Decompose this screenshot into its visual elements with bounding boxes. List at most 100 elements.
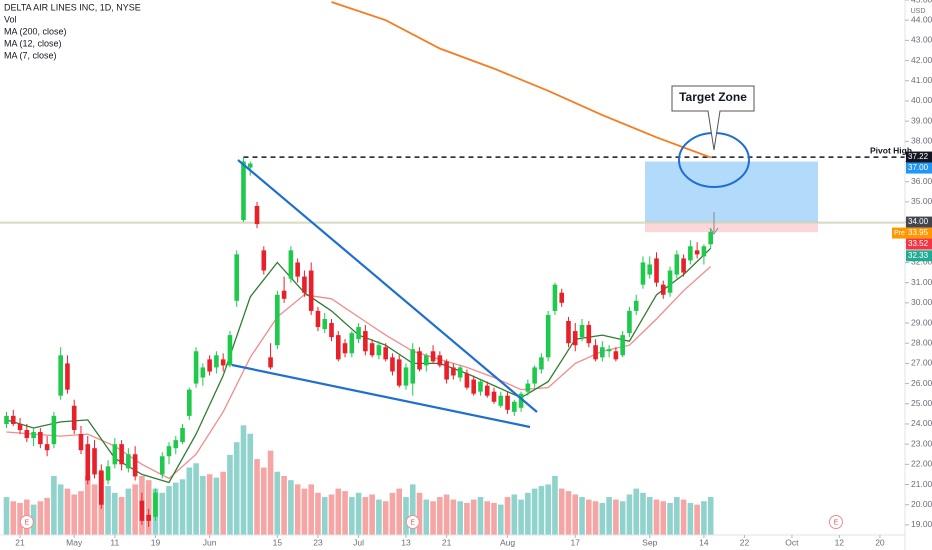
- callout-box: [671, 85, 755, 151]
- ma-line: [331, 1, 712, 159]
- y-tick-label: 23.00: [911, 438, 932, 448]
- y-tick-label: 39.00: [911, 115, 932, 125]
- price-label: 34.00: [908, 217, 929, 226]
- volume-bar: [3, 497, 10, 535]
- target-label: Target Zone: [679, 90, 747, 104]
- volume-bar: [416, 492, 423, 535]
- earnings-label: E: [24, 519, 29, 526]
- earnings-label: E: [410, 519, 415, 526]
- volume-bar: [450, 499, 457, 535]
- volume-bar: [355, 492, 362, 535]
- candle-body: [579, 325, 585, 338]
- volume-bar: [200, 475, 206, 535]
- volume-bar: [552, 475, 558, 535]
- volume-bar: [545, 484, 551, 535]
- candle-body: [396, 359, 402, 386]
- candle-body: [234, 254, 240, 301]
- price-label: 33.95: [908, 228, 929, 237]
- volume-bar: [396, 488, 403, 535]
- y-tick-label: 25.00: [911, 398, 932, 408]
- y-tick-label: 38.00: [911, 136, 932, 146]
- candle-body: [606, 349, 612, 352]
- volume-bar: [342, 491, 348, 535]
- legend-volume: Vol: [4, 14, 17, 24]
- volume-bar: [362, 497, 369, 535]
- legend-entry: MA (7, close): [4, 50, 57, 60]
- earnings-label: E: [834, 519, 839, 526]
- volume-bar: [538, 486, 545, 535]
- candle-body: [335, 335, 341, 360]
- candle-body: [180, 428, 185, 443]
- volume-bar: [470, 499, 477, 535]
- volume-bar: [294, 484, 301, 535]
- y-tick-label: 30.00: [911, 297, 932, 307]
- candle-body: [525, 383, 531, 392]
- y-tick-label: 31.00: [911, 277, 932, 287]
- candle-body: [647, 264, 653, 275]
- volume-bar: [504, 497, 511, 535]
- candle-body: [98, 470, 104, 505]
- volume-bar: [64, 488, 71, 535]
- y-tick-label: 41.00: [911, 75, 932, 85]
- volume-bar: [281, 475, 287, 535]
- volume-bar: [328, 494, 335, 535]
- earnings-marker: [405, 515, 420, 529]
- y-tick-label: 32.00: [911, 257, 932, 267]
- candle-body: [369, 343, 375, 356]
- candle-body: [44, 444, 50, 451]
- volume-bar: [125, 488, 132, 535]
- volume-bar: [667, 502, 673, 535]
- candle-body: [146, 514, 151, 521]
- candle-body: [681, 258, 686, 273]
- candle-body: [498, 395, 504, 406]
- x-tick-label: 13: [401, 537, 411, 547]
- volume-bar: [626, 494, 633, 535]
- volume-bar: [159, 492, 166, 535]
- price-label-bg: [906, 238, 932, 250]
- candle-body: [288, 250, 294, 279]
- volume-bar: [572, 494, 579, 535]
- candle-body: [38, 432, 43, 445]
- candle-body: [315, 310, 321, 328]
- candle-body: [363, 331, 368, 352]
- axis-layer: 19.00 20.00 21.00 22.00 23.00 24.00 25.00 26.00…: [15, 0, 932, 547]
- x-tick-label: 23: [313, 537, 323, 547]
- candle-body: [593, 345, 598, 360]
- candle-body: [539, 357, 544, 370]
- candle-body: [654, 258, 659, 283]
- candle-body: [308, 270, 314, 311]
- candle-body: [342, 343, 348, 354]
- legend-entry: MA (200, close): [4, 26, 67, 36]
- volume-bar: [308, 484, 314, 535]
- candle-body: [390, 357, 395, 372]
- candle-body: [92, 448, 97, 475]
- candle-body: [437, 355, 443, 366]
- candle-body: [403, 367, 409, 386]
- candle-body: [694, 250, 700, 255]
- volume-bar: [437, 497, 443, 535]
- candle-body: [139, 500, 145, 521]
- pivot-label: Pivot High: [870, 145, 912, 155]
- x-tick-label: 15: [273, 537, 283, 547]
- candle-body: [24, 430, 30, 439]
- candle-body: [227, 335, 233, 366]
- volume-bar: [585, 499, 592, 535]
- x-tick-label: 21: [442, 537, 452, 547]
- x-tick-label: 11: [110, 537, 119, 547]
- candle-body: [505, 395, 510, 410]
- y-tick-label: 43.00: [911, 35, 932, 45]
- y-tick-label: 45.00: [911, 0, 932, 4]
- volume-bar: [653, 499, 660, 535]
- y-tick-label: 36.00: [911, 176, 932, 186]
- volume-bar: [646, 497, 653, 535]
- candle-body: [464, 373, 470, 388]
- earnings-marker: [828, 515, 843, 529]
- volume-bar: [349, 497, 355, 535]
- candle-body: [512, 401, 517, 412]
- pre-badge: [892, 227, 906, 239]
- x-tick-label: Oct: [785, 537, 799, 547]
- price-label: 37.22: [908, 152, 929, 161]
- candle-body: [430, 351, 436, 362]
- candle-body: [159, 456, 165, 475]
- candle-body: [65, 363, 70, 390]
